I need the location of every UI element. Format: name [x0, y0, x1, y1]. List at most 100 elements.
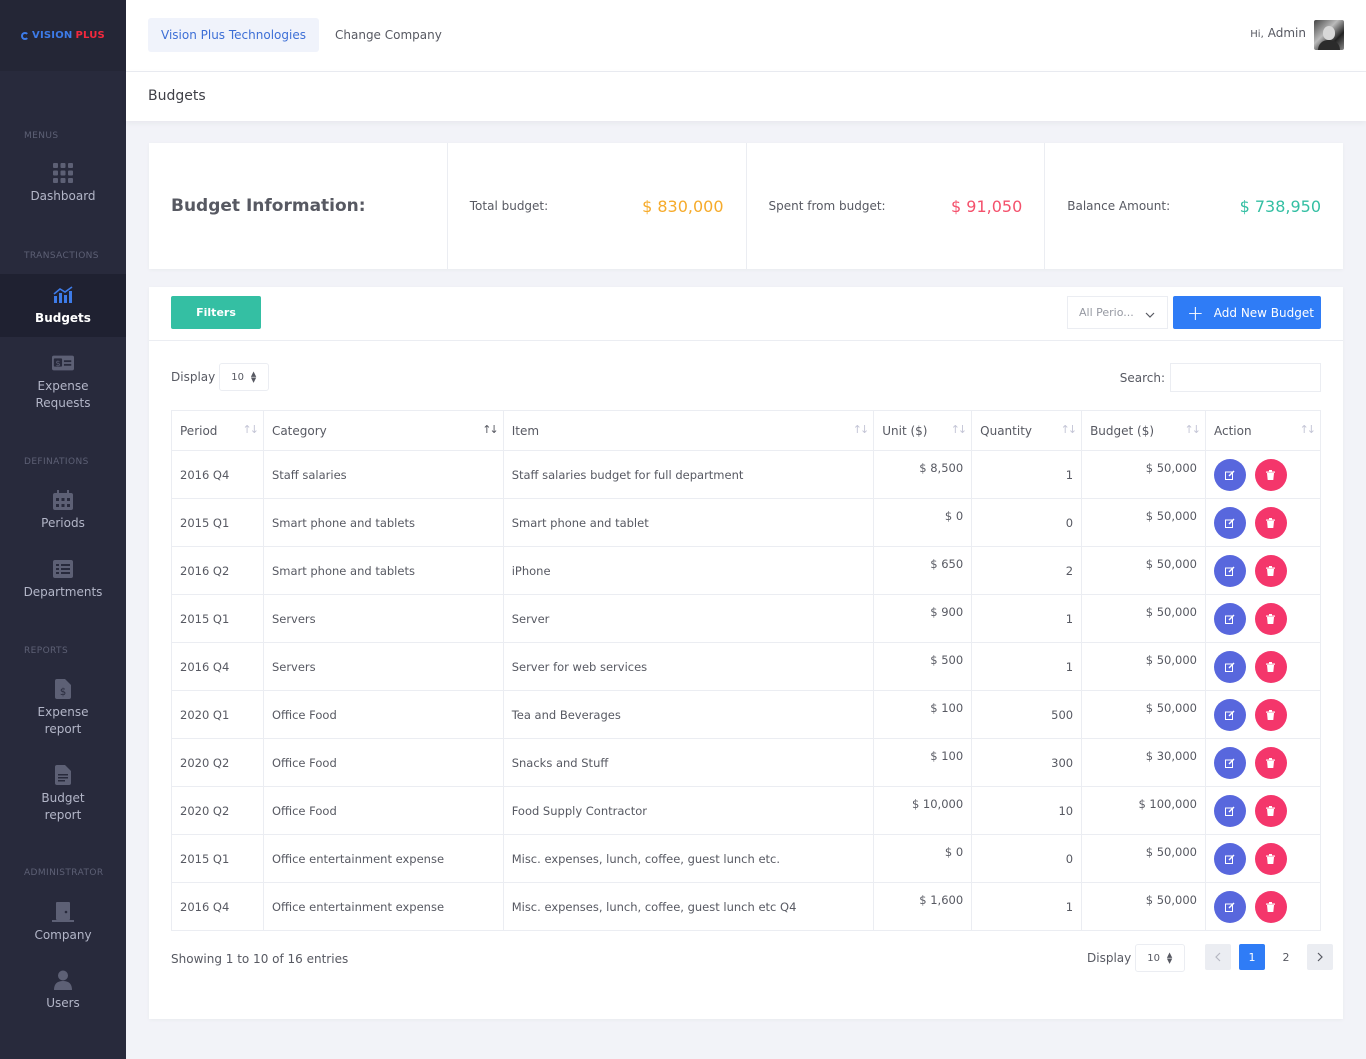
- trash-icon: [1266, 517, 1276, 528]
- sidebar-item-label: Expense: [37, 379, 89, 393]
- sidebar-item-label: Users: [46, 996, 80, 1010]
- cell-category: Office Food: [262, 690, 504, 739]
- add-new-budget-button[interactable]: + Add New Budget: [1173, 296, 1321, 329]
- delete-button[interactable]: [1254, 794, 1287, 827]
- avatar[interactable]: [1314, 20, 1344, 50]
- trash-icon: [1266, 469, 1276, 480]
- edit-button[interactable]: [1213, 890, 1246, 923]
- period-select[interactable]: All Perio...: [1067, 296, 1168, 329]
- edit-button[interactable]: [1213, 602, 1246, 635]
- sidebar-item-label: Expense: [37, 705, 89, 719]
- sidebar-item-budget-report[interactable]: Budget report: [0, 765, 126, 827]
- edit-button[interactable]: [1213, 458, 1246, 491]
- table-row: 2020 Q2 Office Food Snacks and Stuff $ 100 3…: [171, 738, 1322, 787]
- edit-button[interactable]: [1213, 842, 1246, 875]
- search-input[interactable]: [1170, 363, 1321, 392]
- cell-item: Snacks and Stuff: [502, 738, 875, 787]
- cell-category: Office Food: [262, 786, 504, 835]
- brand-logo[interactable]: VISION PLUS: [0, 0, 126, 71]
- cell-quantity: 10: [971, 786, 1083, 835]
- edit-button[interactable]: [1213, 794, 1246, 827]
- cell-item: Staff salaries budget for full departmen…: [502, 450, 875, 499]
- delete-button[interactable]: [1254, 842, 1287, 875]
- next-page-button[interactable]: [1307, 944, 1333, 970]
- cell-period: 2015 Q1: [171, 498, 264, 547]
- sidebar-item-dashboard[interactable]: Dashboard: [0, 163, 126, 223]
- delete-button[interactable]: [1254, 650, 1287, 683]
- cell-period: 2016 Q4: [171, 450, 264, 499]
- cell-budget: $ 50,000: [1081, 642, 1206, 691]
- col-item[interactable]: Item ↑↓: [502, 410, 875, 451]
- edit-button[interactable]: [1213, 698, 1246, 731]
- cell-action: [1204, 498, 1322, 547]
- delete-button[interactable]: [1254, 602, 1287, 635]
- chart-growth-icon: [52, 285, 74, 305]
- display-label: Display: [171, 370, 216, 384]
- footer-page-length-select[interactable]: 10 ▲ ▼: [1135, 944, 1186, 972]
- col-budget[interactable]: Budget ($) ↑↓: [1081, 410, 1206, 451]
- invoice-dollar-icon: $: [52, 679, 74, 699]
- door-icon: [52, 902, 74, 922]
- col-period[interactable]: Period ↑↓: [171, 410, 264, 451]
- col-quantity[interactable]: Quantity ↑↓: [971, 410, 1083, 451]
- cell-period: 2016 Q2: [171, 546, 264, 595]
- change-company-link[interactable]: Change Company: [335, 28, 442, 42]
- sidebar-item-budgets[interactable]: Budgets: [0, 274, 126, 337]
- col-category-label: Category: [271, 423, 327, 438]
- user-greeting[interactable]: Hi, Admin: [1250, 26, 1306, 40]
- edit-button[interactable]: [1213, 650, 1246, 683]
- info-title-cell: Budget Information:: [149, 143, 448, 269]
- page-title: Budgets: [148, 88, 206, 104]
- cell-quantity: 2: [971, 546, 1083, 595]
- cell-item: Smart phone and tablet: [502, 498, 875, 547]
- sidebar-item-expense-requests[interactable]: $ Expense Requests: [0, 353, 126, 417]
- col-action[interactable]: Action ↑↓: [1204, 410, 1322, 451]
- edit-icon: [1224, 518, 1235, 528]
- cell-budget: $ 50,000: [1081, 498, 1206, 547]
- table-row: 2016 Q4 Servers Server for web services $ 5…: [171, 642, 1322, 691]
- sort-icon: ↑↓: [852, 423, 870, 436]
- sidebar-item-expense-report[interactable]: $ Expense report: [0, 679, 126, 741]
- delete-button[interactable]: [1254, 890, 1287, 923]
- cell-period: 2020 Q1: [171, 690, 264, 739]
- budget-info-panel: Budget Information: Total budget: $ 830,…: [149, 143, 1343, 269]
- cell-quantity: 1: [971, 642, 1083, 691]
- sidebar-item-users[interactable]: Users: [0, 970, 126, 1016]
- page-2-button[interactable]: 2: [1282, 950, 1290, 964]
- cell-quantity: 0: [971, 498, 1083, 547]
- user-name: Admin: [1267, 26, 1306, 40]
- spent-budget-label: Spent from budget:: [768, 199, 886, 213]
- cell-quantity: 500: [971, 690, 1083, 739]
- balance-value: $ 738,950: [1239, 196, 1321, 216]
- sidebar-item-company[interactable]: Company: [0, 902, 126, 948]
- budgets-table: Period ↑↓ Category ↑↓ Item ↑↓ Unit ($) ↑↓ Qu…: [171, 410, 1322, 931]
- sidebar-item-periods[interactable]: Periods: [0, 490, 126, 536]
- prev-page-button[interactable]: [1205, 944, 1231, 970]
- cell-budget: $ 30,000: [1081, 738, 1206, 787]
- edit-button[interactable]: [1213, 506, 1246, 539]
- edit-button[interactable]: [1213, 746, 1246, 779]
- edit-icon: [1224, 902, 1235, 912]
- cell-category: Office entertainment expense: [262, 882, 504, 931]
- edit-button[interactable]: [1213, 554, 1246, 587]
- row-actions: [1213, 890, 1312, 923]
- cell-quantity: 1: [971, 450, 1083, 499]
- sidebar-item-departments[interactable]: Departments: [0, 559, 126, 605]
- search-label: Search:: [1119, 370, 1165, 385]
- delete-button[interactable]: [1254, 698, 1287, 731]
- delete-button[interactable]: [1254, 458, 1287, 491]
- filters-button[interactable]: Filters: [171, 296, 261, 329]
- delete-button[interactable]: [1254, 554, 1287, 587]
- cell-action: [1204, 882, 1322, 931]
- balance-cell: Balance Amount: $ 738,950: [1045, 143, 1343, 269]
- page-1-button[interactable]: 1: [1239, 944, 1265, 970]
- delete-button[interactable]: [1254, 746, 1287, 779]
- cell-budget: $ 50,000: [1081, 882, 1206, 931]
- col-unit[interactable]: Unit ($) ↑↓: [873, 410, 973, 451]
- page-length-select[interactable]: 10 ▲ ▼: [219, 363, 270, 391]
- col-category[interactable]: Category ↑↓: [262, 410, 504, 451]
- delete-button[interactable]: [1254, 506, 1287, 539]
- current-company-tab[interactable]: Vision Plus Technologies: [148, 18, 319, 52]
- avatar-face: [1323, 26, 1335, 40]
- calendar-icon: [52, 490, 74, 510]
